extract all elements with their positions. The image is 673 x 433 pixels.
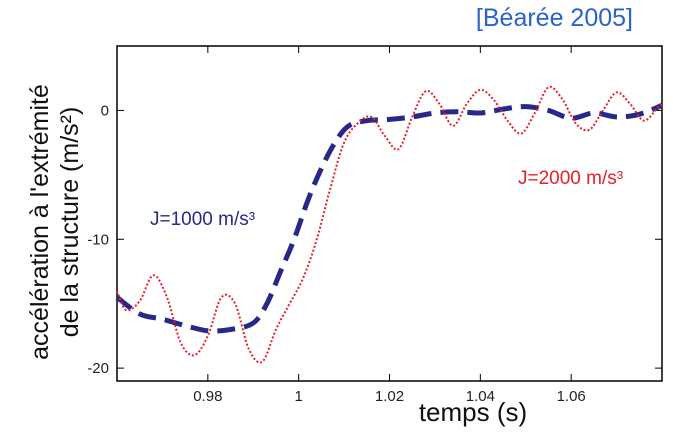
- citation: [Béarée 2005]: [475, 4, 633, 32]
- x-axis-label: temps (s): [419, 397, 527, 427]
- series-label-j2000: J=2000 m/s³: [518, 168, 623, 189]
- x-tick-label: 1.06: [557, 388, 586, 405]
- series-line-j2000: [116, 85, 663, 364]
- series-label-j1000: J=1000 m/s³: [150, 209, 255, 230]
- x-tick-label: 1.04: [466, 388, 495, 405]
- series-line-j1000: [115, 102, 663, 334]
- y-axis-label-line2: de la structure (m/s²): [56, 107, 84, 338]
- x-tick-label: 1: [294, 388, 302, 405]
- y-tick-label: -10: [87, 231, 109, 248]
- y-tick-label: -20: [87, 360, 109, 377]
- x-tick-label: 1.02: [375, 388, 404, 405]
- y-axis-label-line1: accélération à l'extrémité: [26, 84, 54, 360]
- y-tick-label: 0: [101, 102, 109, 119]
- x-tick-label: 0.98: [193, 388, 222, 405]
